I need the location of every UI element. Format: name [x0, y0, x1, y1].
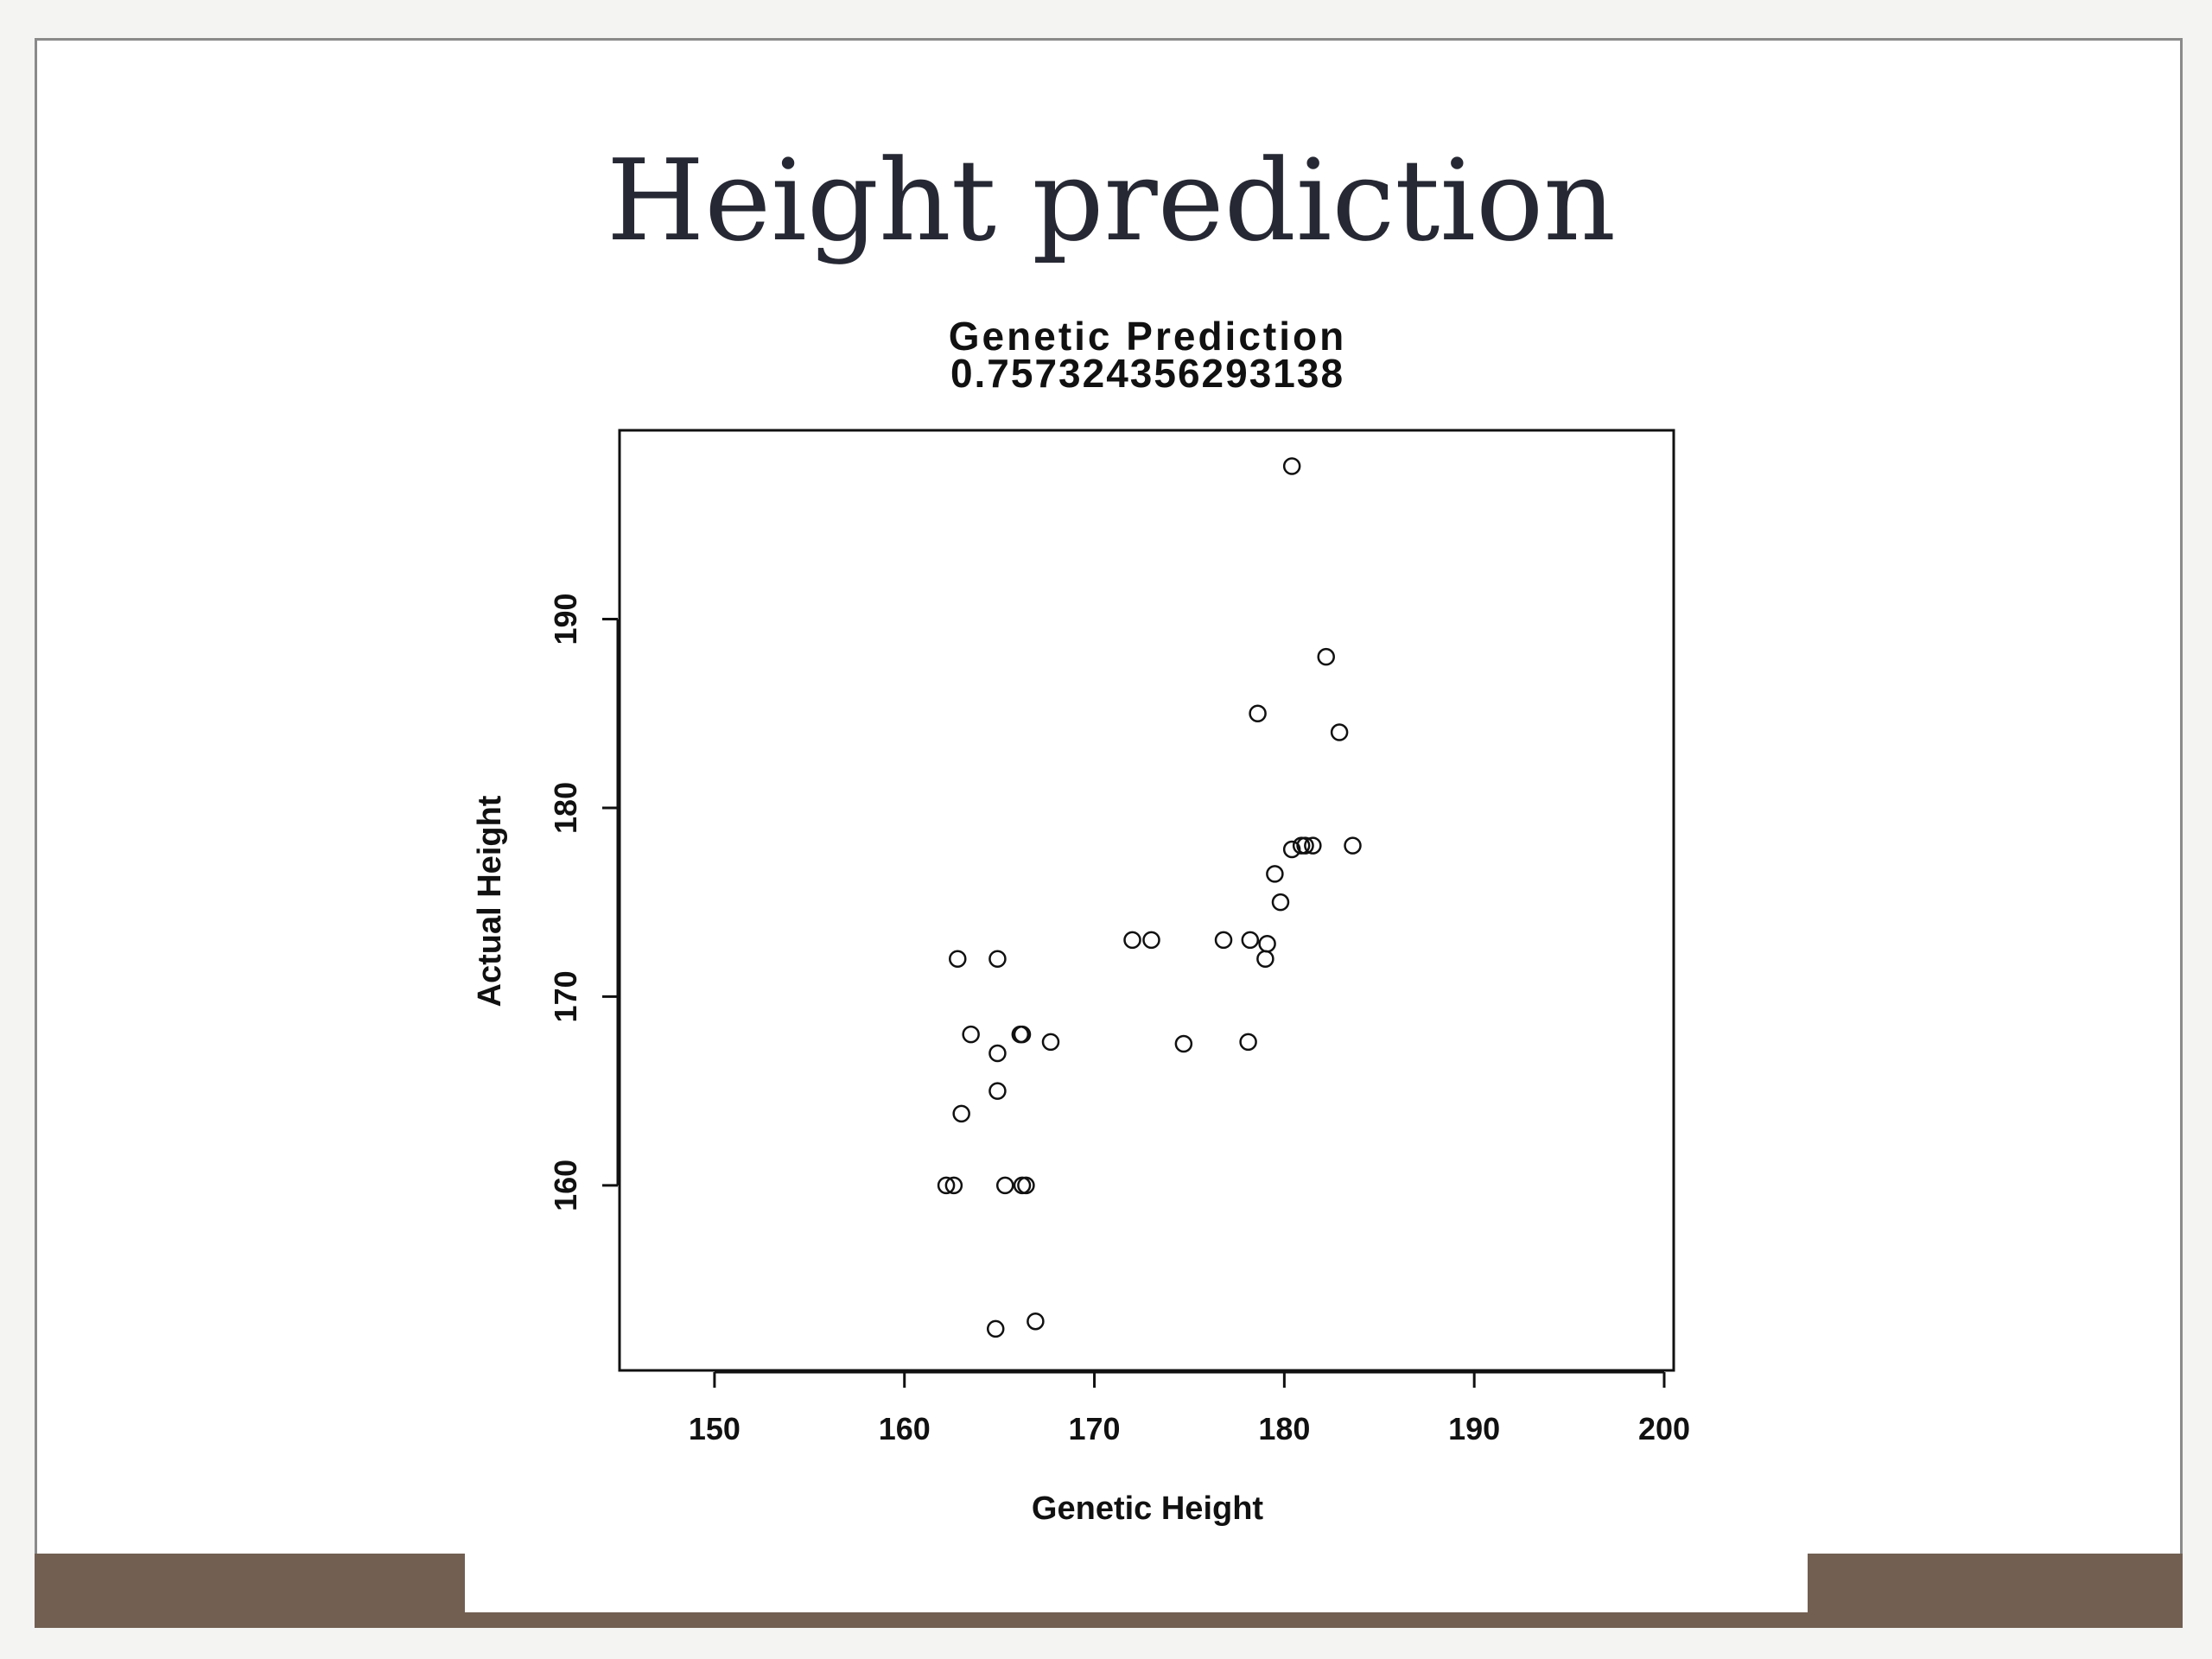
- data-point: [1013, 1025, 1032, 1044]
- data-point: [1317, 647, 1335, 666]
- x-tick-label: 150: [689, 1411, 741, 1446]
- data-point: [1258, 934, 1276, 953]
- y-tick-label: 190: [548, 593, 583, 645]
- y-axis-label: Actual Height: [472, 795, 508, 1007]
- slide-title: Height prediction: [606, 135, 1617, 266]
- footer-band-left: [35, 1554, 465, 1628]
- data-point: [937, 1176, 956, 1195]
- y-tick-label: 160: [548, 1160, 583, 1211]
- x-axis: 150 160 170 180 190 200: [689, 1370, 1690, 1446]
- data-point: [1256, 950, 1274, 968]
- footer-band-middle: [465, 1612, 1808, 1628]
- chart-title: Genetic Prediction: [949, 314, 1346, 359]
- data-point: [1214, 931, 1233, 950]
- data-point: [1282, 840, 1301, 859]
- chart-subtitle: 0.757324356293138: [950, 351, 1344, 396]
- data-point: [1174, 1034, 1193, 1053]
- data-point: [1296, 836, 1314, 855]
- x-tick-label: 170: [1069, 1411, 1121, 1446]
- data-point: [1123, 931, 1141, 950]
- data-point: [1027, 1312, 1045, 1331]
- data-point: [988, 1044, 1007, 1063]
- data-point: [1041, 1033, 1060, 1052]
- y-tick-label: 180: [548, 782, 583, 834]
- x-tick-label: 190: [1448, 1411, 1500, 1446]
- data-point: [1282, 457, 1301, 475]
- data-point: [1304, 836, 1322, 855]
- data-point: [1249, 704, 1267, 722]
- y-tick-label: 170: [548, 970, 583, 1022]
- data-point: [1266, 865, 1284, 883]
- data-point: [1013, 1176, 1032, 1195]
- data-point: [995, 1176, 1014, 1195]
- plot-frame: [618, 429, 1675, 1372]
- x-tick-label: 180: [1258, 1411, 1310, 1446]
- data-point: [949, 950, 967, 968]
- data-point: [952, 1104, 970, 1123]
- x-axis-label: Genetic Height: [1032, 1491, 1263, 1527]
- data-point: [1330, 723, 1349, 741]
- data-point: [988, 1082, 1007, 1100]
- data-point: [1017, 1176, 1035, 1195]
- scatter-chart: Genetic Prediction 0.757324356293138 150…: [472, 314, 1690, 1527]
- y-axis: 160 170 180 190: [548, 593, 620, 1211]
- data-point: [944, 1176, 963, 1195]
- data-points: [937, 457, 1362, 1338]
- data-point: [1271, 893, 1290, 912]
- x-tick-label: 160: [879, 1411, 931, 1446]
- x-tick-label: 200: [1638, 1411, 1690, 1446]
- data-point: [962, 1025, 980, 1044]
- data-point: [1239, 1033, 1257, 1052]
- data-point: [1142, 931, 1160, 950]
- data-point: [986, 1319, 1005, 1338]
- data-point: [988, 950, 1007, 968]
- slide: Height prediction: [35, 38, 2183, 1628]
- data-point: [1241, 931, 1260, 950]
- footer-band-right: [1808, 1554, 2183, 1628]
- data-point: [1344, 836, 1362, 855]
